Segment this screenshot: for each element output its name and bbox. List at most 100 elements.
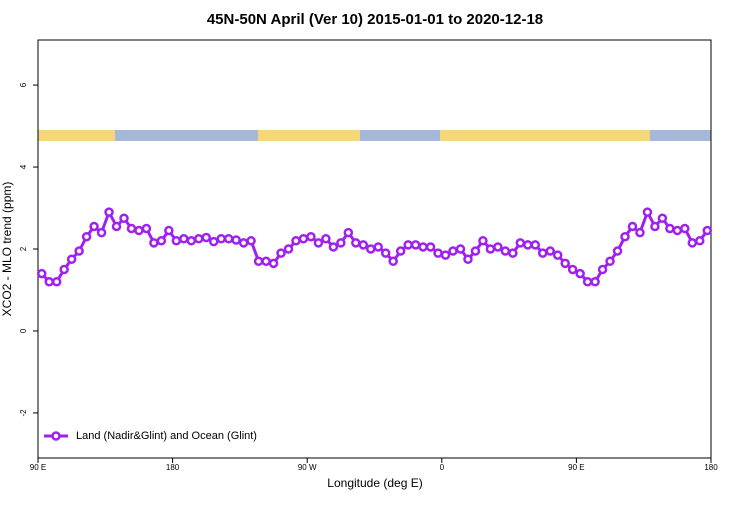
data-point — [687, 238, 698, 248]
data-point — [328, 242, 339, 252]
data-point — [605, 256, 615, 267]
x-tick-label: 180 — [166, 463, 180, 472]
land — [258, 130, 360, 141]
data-point — [171, 236, 182, 246]
data-point — [238, 238, 249, 248]
data-point — [403, 240, 413, 250]
data-point — [96, 227, 107, 238]
y-tick-label: -2 — [19, 409, 28, 417]
data-point — [351, 238, 361, 248]
data-point — [358, 240, 369, 250]
y-axis-label: XCO2 - MLO trend (ppm) — [0, 182, 14, 317]
data-point — [89, 221, 99, 232]
data-point — [695, 236, 705, 246]
data-point — [313, 238, 324, 248]
data-point — [201, 232, 211, 243]
y-tick-label: 0 — [19, 328, 28, 333]
data-point — [194, 234, 204, 244]
data-point — [141, 223, 152, 234]
data-point — [395, 246, 406, 256]
data-point — [134, 225, 144, 236]
data-point — [440, 250, 451, 260]
data-point — [530, 240, 541, 250]
data-point — [478, 236, 488, 246]
data-point — [336, 238, 346, 248]
data-point — [470, 246, 481, 256]
data-point — [253, 256, 264, 267]
data-point — [119, 213, 129, 224]
data-point — [149, 238, 159, 248]
data-point — [657, 213, 668, 224]
data-point — [567, 264, 578, 275]
chart-title: 45N-50N April (Ver 10) 2015-01-01 to 202… — [207, 11, 543, 28]
ocean — [38, 130, 711, 141]
data-point — [500, 246, 511, 256]
x-tick-label: 90 E — [568, 463, 584, 472]
data-point — [156, 236, 167, 246]
data-point — [111, 221, 122, 232]
data-point — [208, 236, 219, 247]
data-point — [597, 264, 608, 275]
data-point — [635, 227, 645, 238]
data-point — [493, 242, 503, 252]
data-point — [418, 242, 428, 252]
data-point — [538, 248, 548, 258]
data-point — [582, 277, 593, 287]
land — [38, 130, 115, 141]
data-point — [508, 248, 518, 258]
data-point — [425, 242, 436, 252]
data-point — [81, 231, 92, 242]
data-point — [291, 236, 301, 246]
data-point — [298, 234, 309, 244]
data-point — [373, 242, 383, 252]
data-point — [306, 231, 316, 242]
data-point — [246, 236, 256, 246]
x-axis-label: Longitude (deg E) — [327, 476, 422, 490]
data-point — [126, 223, 137, 234]
data-point — [380, 248, 391, 258]
data-point — [51, 277, 62, 287]
map-strip — [38, 130, 711, 141]
data-point — [575, 268, 585, 279]
data-point — [463, 254, 473, 264]
data-point — [702, 225, 713, 236]
data-point — [74, 246, 84, 256]
y-tick-label: 6 — [19, 82, 28, 87]
data-point — [433, 248, 443, 258]
x-tick-label: 90 E — [30, 463, 46, 472]
data-point — [36, 268, 47, 279]
data-point — [650, 221, 660, 232]
data-point — [179, 234, 189, 244]
data-point — [620, 231, 630, 242]
data-point — [261, 256, 271, 267]
data-point — [410, 240, 421, 250]
data-point — [612, 246, 623, 256]
data-point — [186, 236, 197, 246]
data-point — [66, 254, 77, 264]
data-point — [642, 207, 653, 217]
data-point — [276, 248, 286, 258]
data-point — [665, 223, 675, 234]
data-point — [455, 244, 466, 254]
data-point — [343, 227, 354, 238]
legend-label: Land (Nadir&Glint) and Ocean (Glint) — [76, 430, 257, 442]
data-point — [680, 223, 690, 234]
data-point — [231, 235, 241, 245]
data-point — [523, 240, 533, 250]
data-point — [560, 258, 570, 269]
data-point — [515, 238, 526, 248]
data-point — [590, 277, 600, 287]
data-point — [321, 234, 331, 244]
data-point — [366, 244, 376, 254]
data-point — [104, 207, 114, 217]
x-tick-label: 90 W — [298, 463, 317, 472]
land — [440, 130, 650, 141]
data-point — [44, 277, 54, 287]
data-point — [164, 225, 174, 236]
data-point — [216, 234, 226, 244]
x-tick-label: 180 — [704, 463, 718, 472]
y-tick-label: 4 — [19, 164, 28, 169]
data-point — [672, 225, 683, 236]
data-point — [552, 250, 563, 260]
